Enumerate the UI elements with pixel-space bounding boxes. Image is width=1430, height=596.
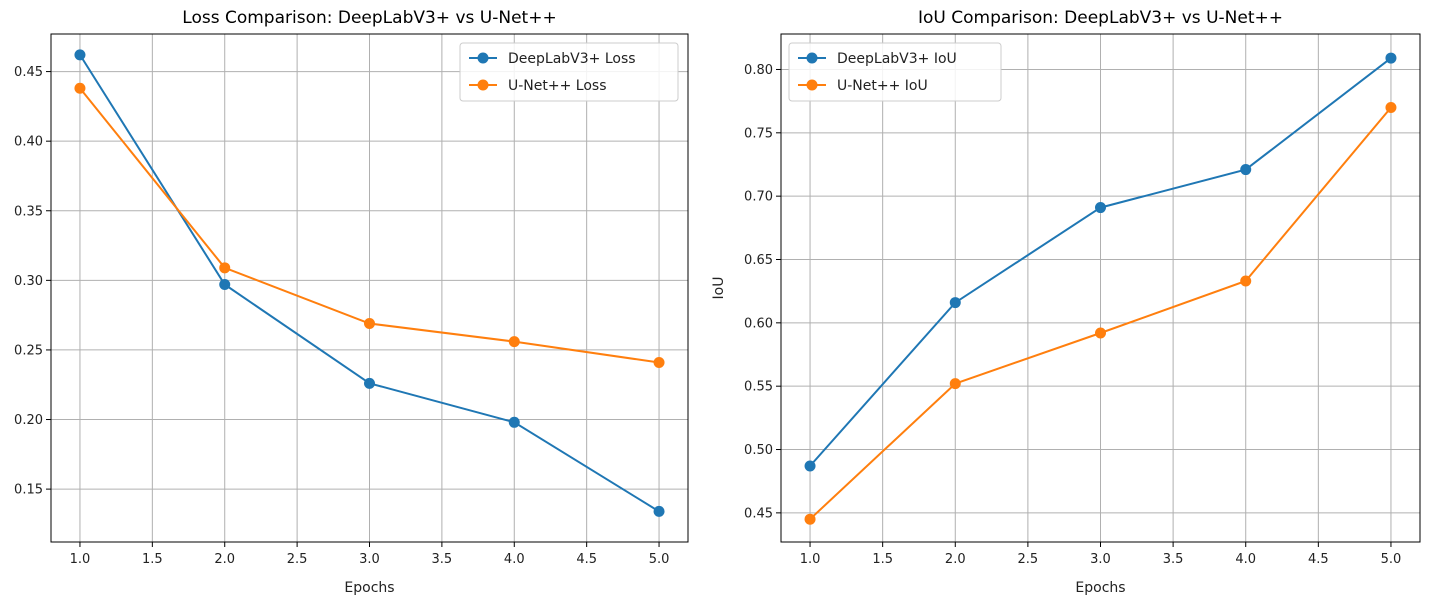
chart-title: Loss Comparison: DeepLabV3+ vs U-Net++ bbox=[182, 8, 556, 28]
legend-marker bbox=[806, 52, 818, 64]
y-tick-label: 0.45 bbox=[744, 506, 773, 521]
data-point bbox=[508, 416, 520, 428]
x-tick-label: 5.0 bbox=[649, 552, 670, 567]
chart-title: IoU Comparison: DeepLabV3+ vs U-Net++ bbox=[918, 8, 1283, 28]
y-tick-label: 0.70 bbox=[744, 190, 773, 205]
legend-marker bbox=[806, 79, 818, 91]
x-tick-label: 4.5 bbox=[1308, 552, 1329, 567]
x-tick-label: 3.5 bbox=[432, 552, 453, 567]
data-point bbox=[219, 279, 231, 291]
iou-chart: 1.0 1.5 2.0 2.5 3.0 3.5 4.0 4.5 5.0 0.45 0.50 0.55 0… bbox=[711, 8, 1421, 596]
y-tick-label: 0.65 bbox=[744, 253, 773, 268]
data-point bbox=[1095, 202, 1106, 214]
x-tick-label: 2.5 bbox=[287, 552, 308, 567]
legend-label: DeepLabV3+ Loss bbox=[508, 51, 636, 67]
y-tick-label: 0.45 bbox=[14, 65, 43, 80]
data-point bbox=[1385, 101, 1397, 113]
legend-label: U-Net++ IoU bbox=[837, 78, 928, 94]
loss-chart: 1.0 1.5 2.0 2.5 3.0 3.5 4.0 4.5 5.0 0.15 0.20 0.25 0… bbox=[14, 8, 689, 596]
x-tick-label: 2.0 bbox=[214, 552, 235, 567]
x-tick-label: 1.5 bbox=[872, 552, 893, 567]
data-point bbox=[653, 356, 665, 368]
data-point bbox=[1095, 327, 1106, 339]
data-point bbox=[219, 262, 231, 274]
y-axis-label: IoU bbox=[711, 277, 727, 300]
x-tick-label: 4.0 bbox=[504, 552, 525, 567]
y-tick-label: 0.25 bbox=[14, 343, 43, 358]
y-tick-label: 0.75 bbox=[744, 126, 773, 141]
data-point bbox=[74, 49, 86, 61]
y-tick-label: 0.60 bbox=[744, 316, 773, 331]
legend-label: DeepLabV3+ IoU bbox=[837, 51, 957, 67]
data-point bbox=[653, 505, 665, 517]
legend-label: U-Net++ Loss bbox=[508, 78, 607, 94]
x-tick-label: 1.0 bbox=[70, 552, 91, 567]
legend: DeepLabV3+ IoU U-Net++ IoU bbox=[788, 42, 1002, 102]
y-tick-label: 0.40 bbox=[14, 135, 43, 150]
data-point bbox=[1385, 52, 1397, 64]
x-tick-label: 4.5 bbox=[576, 552, 597, 567]
x-axis-label: Epochs bbox=[344, 580, 394, 596]
y-tick-label: 0.35 bbox=[14, 204, 43, 219]
x-tick-label: 3.0 bbox=[1090, 552, 1111, 567]
legend-box bbox=[788, 42, 1002, 102]
data-point bbox=[949, 378, 961, 390]
x-tick-label: 3.0 bbox=[359, 552, 380, 567]
x-tick-label: 2.0 bbox=[945, 552, 966, 567]
data-point bbox=[364, 317, 375, 329]
data-point bbox=[364, 377, 375, 389]
y-tick-label: 0.20 bbox=[14, 413, 43, 428]
legend: DeepLabV3+ Loss U-Net++ Loss bbox=[459, 42, 679, 102]
data-point bbox=[949, 297, 961, 309]
data-point bbox=[804, 513, 816, 525]
x-tick-label: 1.0 bbox=[800, 552, 821, 567]
y-tick-label: 0.55 bbox=[744, 380, 773, 395]
data-point bbox=[74, 82, 86, 94]
x-tick-label: 4.0 bbox=[1235, 552, 1256, 567]
y-tick-label: 0.15 bbox=[14, 483, 43, 498]
data-point bbox=[508, 336, 520, 348]
x-tick-label: 2.5 bbox=[1018, 552, 1039, 567]
legend-box bbox=[459, 42, 679, 102]
data-point bbox=[804, 460, 816, 472]
data-point bbox=[1240, 164, 1252, 176]
x-axis-label: Epochs bbox=[1075, 580, 1125, 596]
y-tick-label: 0.50 bbox=[744, 443, 773, 458]
y-tick-label: 0.80 bbox=[744, 63, 773, 78]
x-tick-label: 5.0 bbox=[1381, 552, 1402, 567]
x-tick-label: 3.5 bbox=[1163, 552, 1184, 567]
x-tick-label: 1.5 bbox=[142, 552, 163, 567]
legend-marker bbox=[477, 79, 489, 91]
y-tick-label: 0.30 bbox=[14, 274, 43, 289]
legend-marker bbox=[477, 52, 489, 64]
data-point bbox=[1240, 275, 1252, 287]
